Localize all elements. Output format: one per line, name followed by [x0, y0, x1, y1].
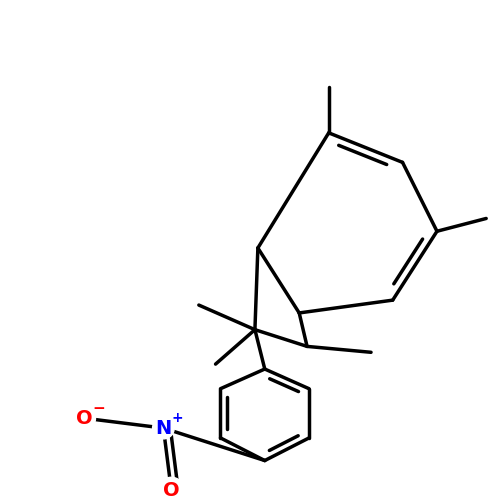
Text: +: +	[172, 411, 183, 425]
Circle shape	[74, 408, 96, 429]
Text: O: O	[76, 408, 93, 428]
Text: O: O	[163, 480, 180, 500]
Text: N: N	[156, 418, 172, 438]
Circle shape	[158, 478, 184, 500]
Circle shape	[152, 417, 174, 439]
Text: −: −	[92, 401, 105, 416]
